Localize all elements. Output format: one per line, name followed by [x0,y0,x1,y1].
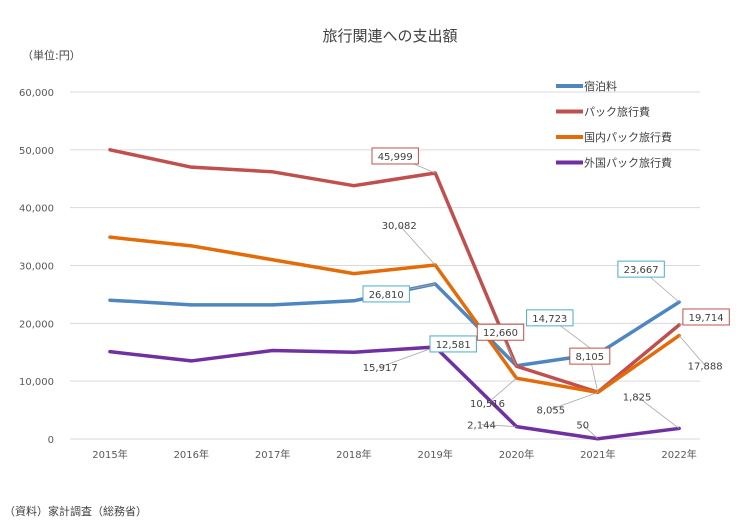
legend-label: 外国パック旅行費 [584,156,672,170]
series-line [108,235,681,395]
data-label-box [476,323,525,341]
leader-line [636,396,680,429]
y-tick-label: 50,000 [19,146,54,157]
data-label: 26,810 [369,290,404,301]
data-label: 23,667 [624,265,659,276]
data-label: 8,105 [575,352,604,363]
data-label: 50 [576,421,589,432]
legend-label: 国内パック旅行費 [584,130,672,144]
data-label: 15,917 [363,363,398,374]
y-tick-label: 0 [48,435,54,446]
leader-line [380,346,436,368]
leader-line [582,424,599,440]
legend-label: パック旅行費 [584,105,650,119]
data-label-box [371,147,419,165]
x-tick-label: 2020年 [499,448,534,461]
data-label-box [429,335,477,353]
data-label: 8,055 [536,405,565,416]
x-tick-label: 2016年 [174,448,209,461]
data-label: 45,999 [378,152,413,163]
leader-line [398,224,436,266]
chart-title: 旅行関連への支出額 [322,27,457,45]
x-axis: 2015年 2016年 2017年 2018年 2019年 2020年 2021年 2022年 [92,448,697,461]
data-label-box [526,309,574,327]
y-tick-label: 40,000 [19,204,54,215]
x-tick-label: 2019年 [417,448,452,461]
x-tick-label: 2022年 [661,448,696,461]
y-axis: 0 10,000 20,000 30,000 40,000 50,000 60,000 [19,88,54,446]
leader-line [487,377,517,404]
x-tick-label: 2018年 [336,448,371,461]
leader-line [678,335,706,366]
source-note: （資料）家計調査（総務省） [4,504,147,518]
label-leaders [380,155,707,440]
series-line [108,345,681,441]
data-label: 2,144 [467,421,496,432]
data-label: 14,723 [532,314,567,325]
y-tick-label: 20,000 [19,319,54,330]
data-label-box [617,260,665,278]
legend-label: 宿泊料 [584,79,617,93]
data-labels: 45,999 30,082 26,810 12,581 15,917 12,660 10,5… [362,147,730,432]
data-label-box [569,347,611,365]
unit-label: （単位:円） [22,48,81,62]
series-line [108,148,681,394]
x-tick-label: 2017年 [255,448,290,461]
data-label: 10,516 [470,399,505,410]
y-tick-label: 60,000 [19,88,54,99]
data-label: 1,825 [623,392,652,403]
data-label: 19,714 [689,313,724,324]
y-tick-label: 10,000 [19,377,54,388]
data-label: 30,082 [382,221,417,232]
data-label-box [362,285,410,303]
data-label: 17,888 [688,362,723,373]
leader-line [550,392,598,410]
data-label: 12,581 [436,340,471,351]
data-label: 12,660 [483,328,518,339]
y-tick-label: 30,000 [19,262,54,273]
x-tick-label: 2021年 [580,448,615,461]
leader-line [481,424,517,427]
data-label-box [682,308,730,326]
x-tick-label: 2015年 [92,448,127,461]
